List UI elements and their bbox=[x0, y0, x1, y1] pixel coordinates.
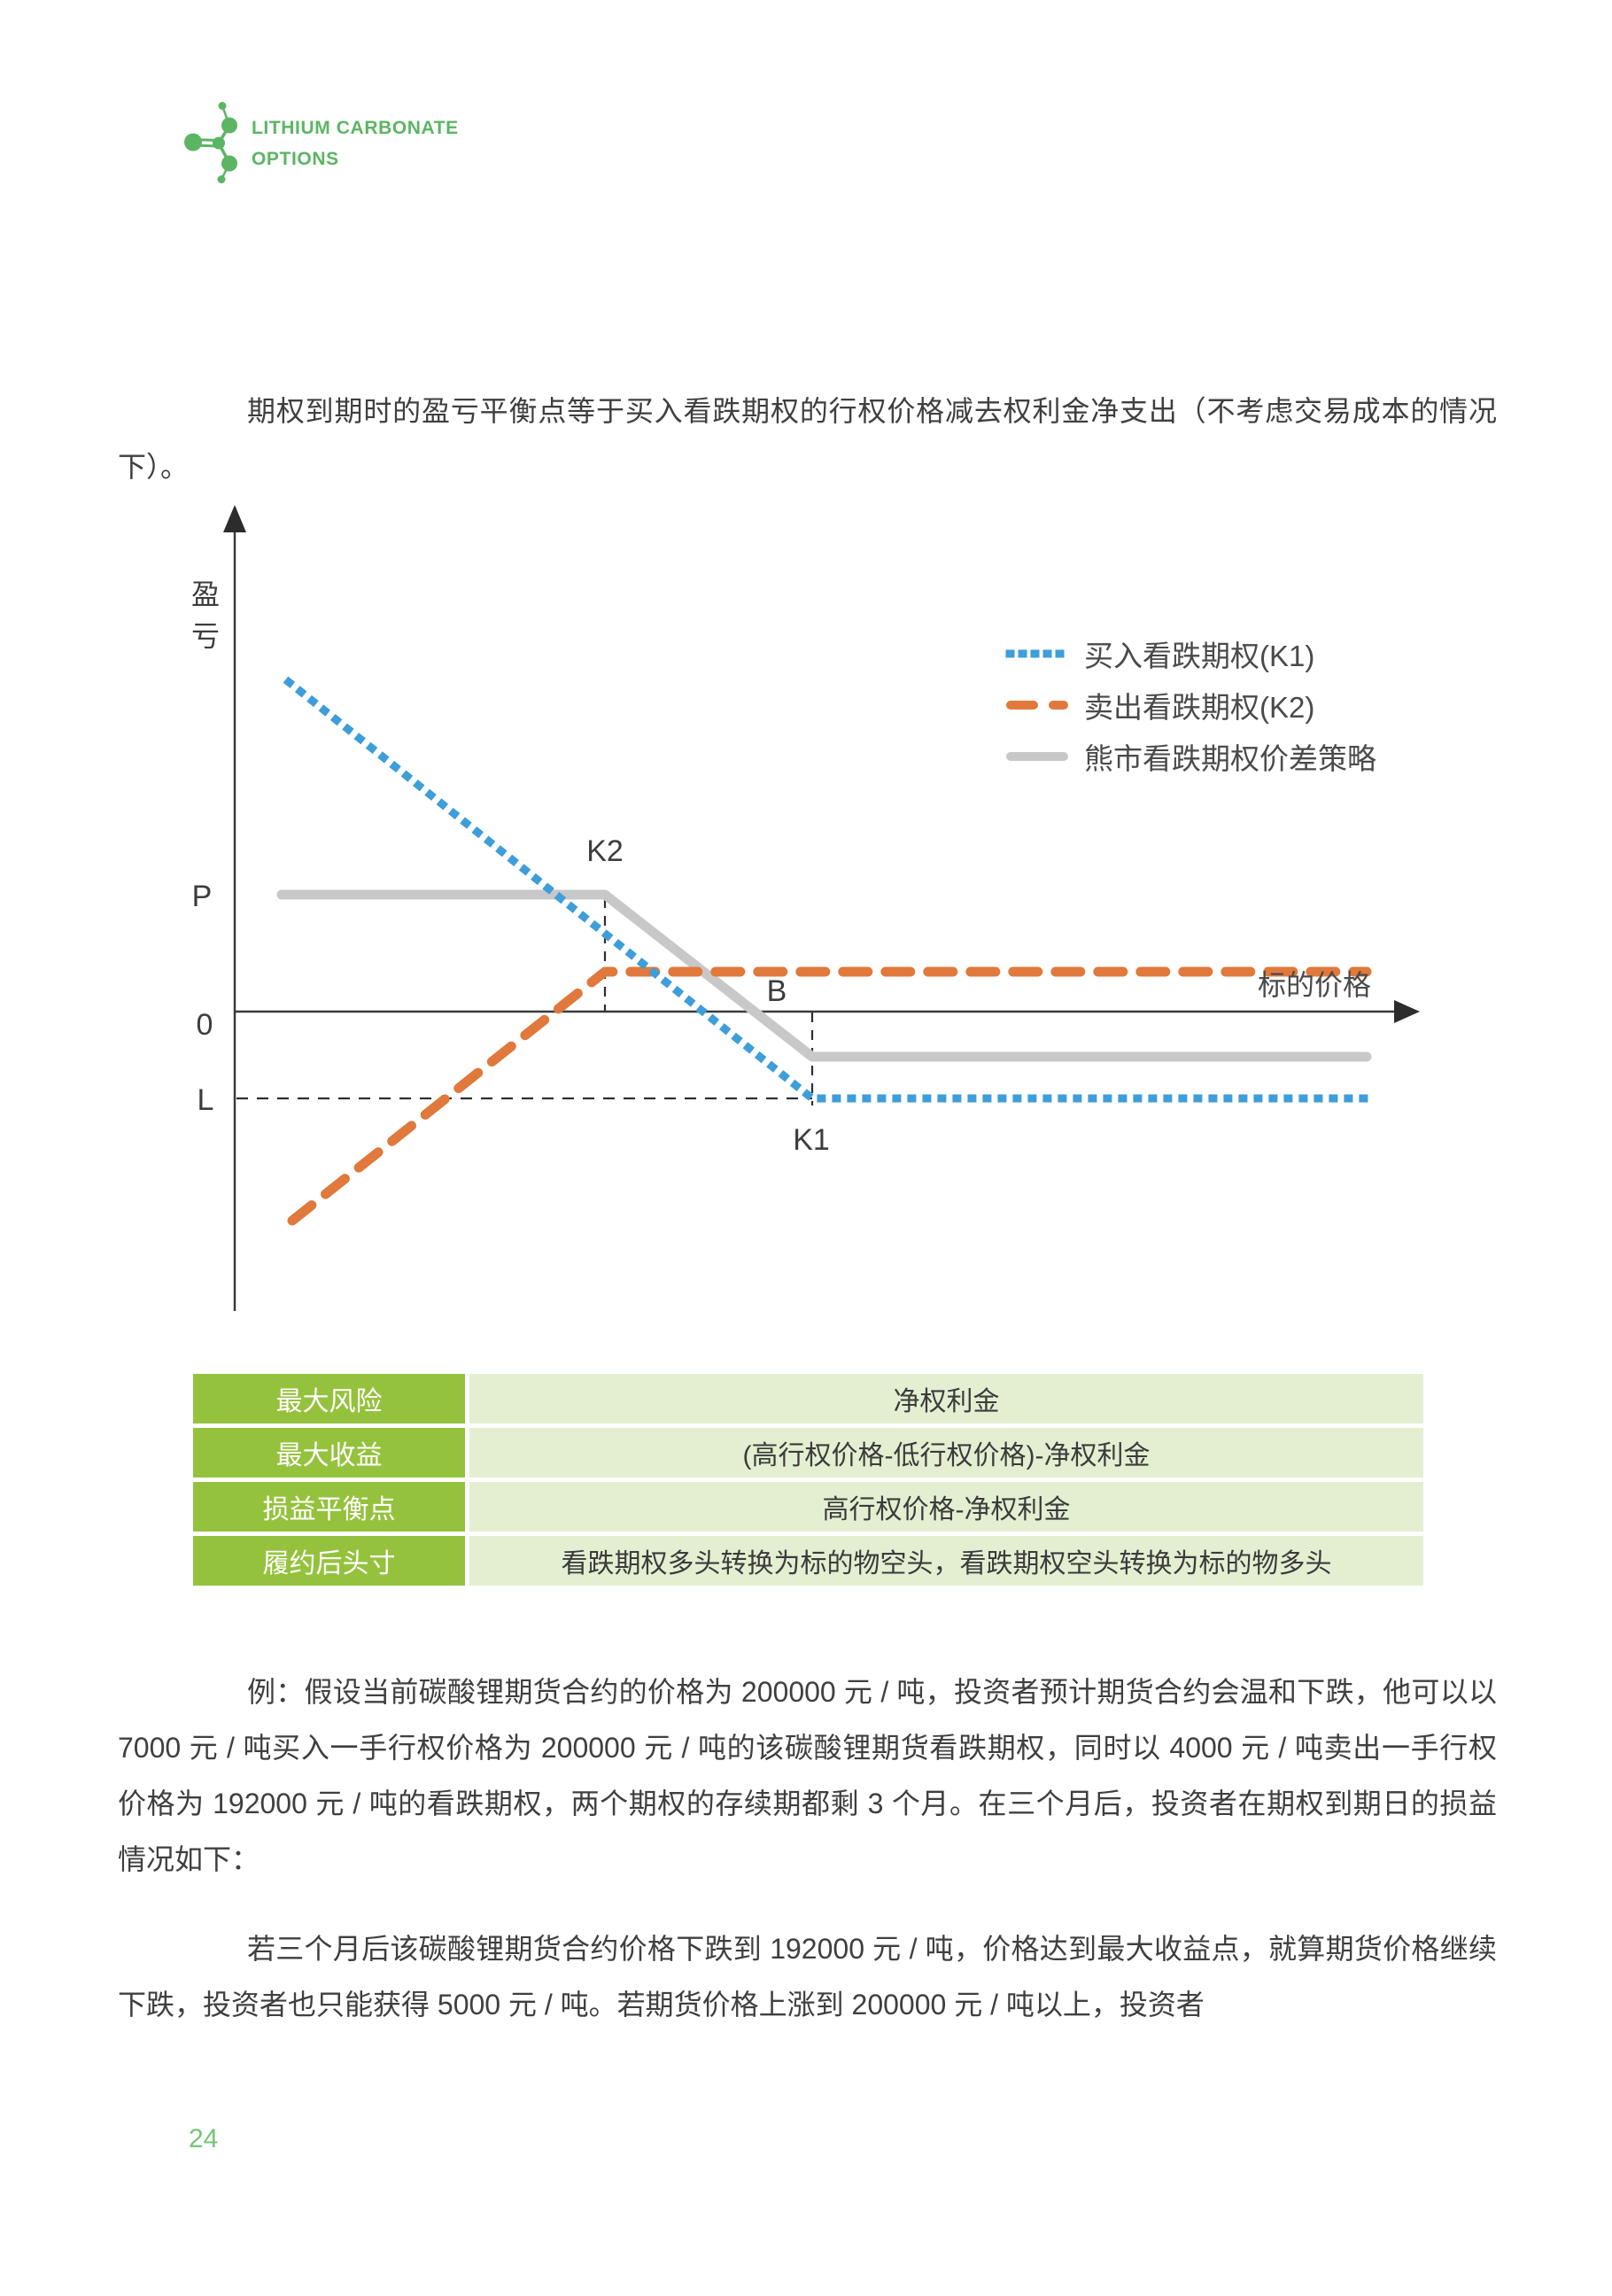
payoff-chart bbox=[223, 505, 1420, 1311]
intro-paragraph: 期权到期时的盈亏平衡点等于买入看跌期权的行权价格减去权利金净支出（不考虑交易成本… bbox=[118, 395, 1497, 483]
page-number: 24 bbox=[189, 2124, 219, 2153]
y-axis-label: 盈亏 bbox=[190, 578, 220, 652]
logo-line1: LITHIUM CARBONATE bbox=[252, 118, 459, 138]
table-row-value: 看跌期权多头转换为标的物空头，看跌期权空头转换为标的物多头 bbox=[469, 1536, 1423, 1586]
y-axis-arrowhead bbox=[223, 505, 246, 532]
x-axis-label: 标的价格 bbox=[1257, 969, 1372, 1001]
strategy-summary-table: 最大风险 净权利金 最大收益 (高行权价格-低行权价格)-净权利金 损益平衡点 … bbox=[193, 1374, 1423, 1586]
label-b: B bbox=[766, 974, 787, 1008]
label-zero: 0 bbox=[196, 1008, 213, 1042]
molecule-logo-icon bbox=[184, 102, 237, 183]
logo-wordmark: LITHIUM CARBONATE OPTIONS bbox=[252, 112, 459, 175]
table-row-value: 净权利金 bbox=[469, 1374, 1423, 1423]
table-row-label: 最大收益 bbox=[193, 1428, 465, 1478]
example-section: 例：假设当前碳酸锂期货合约的价格为 200000 元 / 吨，投资者预计期货合约… bbox=[118, 1664, 1497, 2067]
short-put-line bbox=[287, 966, 1372, 1226]
legend-label: 卖出看跌期权(K2) bbox=[1084, 691, 1315, 724]
label-p: P bbox=[191, 880, 213, 913]
legend-item-long-put: 买入看跌期权(K1) bbox=[1005, 628, 1376, 679]
result-paragraph: 若三个月后该碳酸锂期货合约价格下跌到 192000 元 / 吨，价格达到最大收益… bbox=[118, 1933, 1497, 2021]
table-row-label: 履约后头寸 bbox=[193, 1536, 465, 1586]
table-row-label: 最大风险 bbox=[193, 1374, 465, 1423]
long-put-line bbox=[283, 676, 1371, 1103]
legend-item-spread: 熊市看跌期权价差策略 bbox=[1005, 731, 1376, 782]
label-k1: K1 bbox=[793, 1123, 830, 1157]
table-row-value: (高行权价格-低行权价格)-净权利金 bbox=[469, 1428, 1423, 1478]
table-row-label: 损益平衡点 bbox=[193, 1482, 465, 1532]
logo-line2: OPTIONS bbox=[252, 149, 339, 169]
bear-put-spread-line bbox=[276, 889, 1372, 1062]
legend-item-short-put: 卖出看跌期权(K2) bbox=[1005, 679, 1376, 731]
dotted-blue-swatch-icon bbox=[1005, 649, 1069, 658]
label-l: L bbox=[197, 1083, 214, 1117]
table-row-value: 高行权价格-净权利金 bbox=[469, 1482, 1423, 1532]
solid-gray-swatch-icon bbox=[1006, 752, 1068, 761]
dashed-orange-swatch-icon bbox=[1006, 701, 1068, 710]
example-paragraph: 例：假设当前碳酸锂期货合约的价格为 200000 元 / 吨，投资者预计期货合约… bbox=[118, 1676, 1497, 1875]
label-k2: K2 bbox=[586, 834, 624, 868]
chart-legend: 买入看跌期权(K1) 卖出看跌期权(K2) 熊市看跌期权价差策略 bbox=[1005, 628, 1376, 782]
legend-label: 买入看跌期权(K1) bbox=[1084, 640, 1315, 672]
legend-label: 熊市看跌期权价差策略 bbox=[1084, 742, 1376, 775]
x-axis-arrowhead bbox=[1394, 1000, 1420, 1023]
